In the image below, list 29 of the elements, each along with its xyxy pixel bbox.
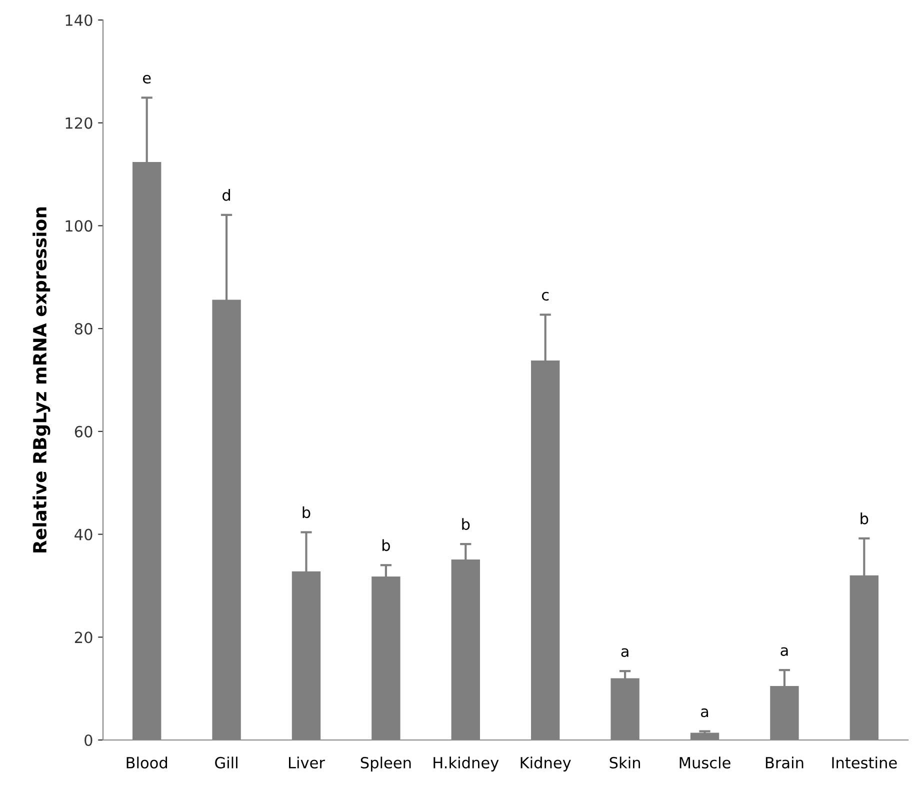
y-tick-label: 60: [74, 426, 92, 438]
x-tick-label: Kidney: [520, 756, 571, 772]
annotation: b: [302, 506, 310, 518]
x-tick-label: Spleen: [360, 756, 411, 772]
y-tick-label: 140: [66, 14, 92, 26]
x-tick-label: H.kidney: [434, 756, 499, 772]
x-tick-label: Liver: [289, 756, 325, 768]
y-tick-label: 20: [74, 632, 92, 644]
y-tick-label: 0: [84, 734, 92, 746]
y-tick-label: 40: [74, 528, 92, 540]
annotation: b: [860, 512, 868, 524]
annotation: c: [542, 292, 549, 301]
y-axis-title: Relative RBgLyz mRNA expression: [32, 207, 50, 552]
y-tick-label: 80: [74, 323, 92, 335]
x-tick-label: Skin: [610, 756, 640, 768]
x-tick-label: Intestine: [832, 756, 897, 768]
annotation: b: [382, 539, 390, 552]
y-tick-label: 120: [66, 117, 92, 129]
annotation: a: [621, 648, 628, 658]
x-tick-label: Gill: [215, 756, 238, 768]
annotation: b: [462, 518, 470, 530]
x-tick-label: Brain: [766, 756, 804, 768]
x-tick-label: Muscle: [680, 756, 730, 768]
x-tick-label: Blood: [126, 756, 168, 768]
annotation: e: [142, 74, 151, 84]
annotation: a: [700, 708, 708, 718]
y-tick-label: 100: [66, 220, 92, 232]
annotation: d: [222, 189, 230, 201]
annotation: a: [780, 647, 788, 656]
